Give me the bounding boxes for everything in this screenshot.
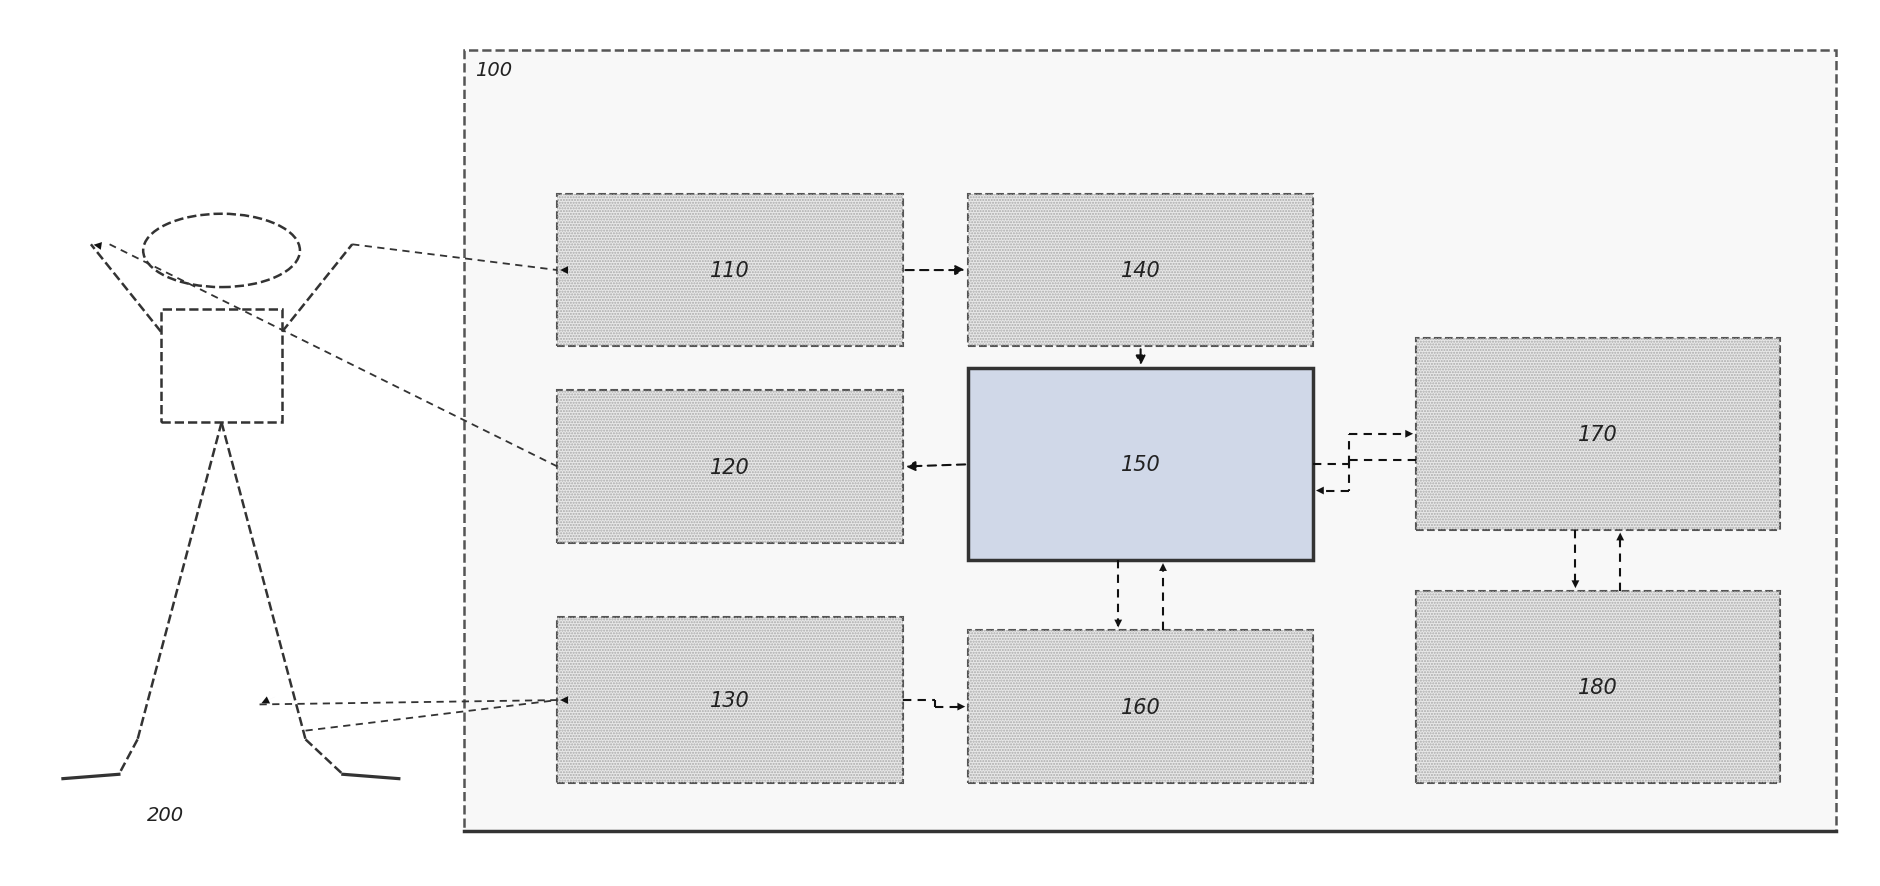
Bar <box>968 631 1314 783</box>
Text: 100: 100 <box>476 61 513 80</box>
Bar <box>558 194 902 347</box>
Text: 120: 120 <box>711 457 750 477</box>
Text: 150: 150 <box>1120 455 1160 475</box>
Bar <box>464 51 1835 831</box>
Bar <box>558 194 902 347</box>
Bar <box>1416 591 1780 783</box>
Bar <box>1416 591 1780 783</box>
Text: 170: 170 <box>1577 424 1617 444</box>
Bar <box>558 618 902 783</box>
Text: 200: 200 <box>147 805 184 824</box>
Bar <box>968 369 1314 561</box>
Text: 110: 110 <box>711 260 750 281</box>
Bar <box>558 391 902 543</box>
Bar <box>558 618 902 783</box>
Text: 180: 180 <box>1577 677 1617 697</box>
Text: 130: 130 <box>711 690 750 711</box>
Bar <box>968 194 1314 347</box>
Bar <box>558 391 902 543</box>
Bar <box>162 309 282 423</box>
Bar <box>1416 338 1780 530</box>
Bar <box>968 194 1314 347</box>
Bar <box>968 631 1314 783</box>
Text: 140: 140 <box>1120 260 1160 281</box>
Bar <box>1416 338 1780 530</box>
Text: 160: 160 <box>1120 696 1160 717</box>
